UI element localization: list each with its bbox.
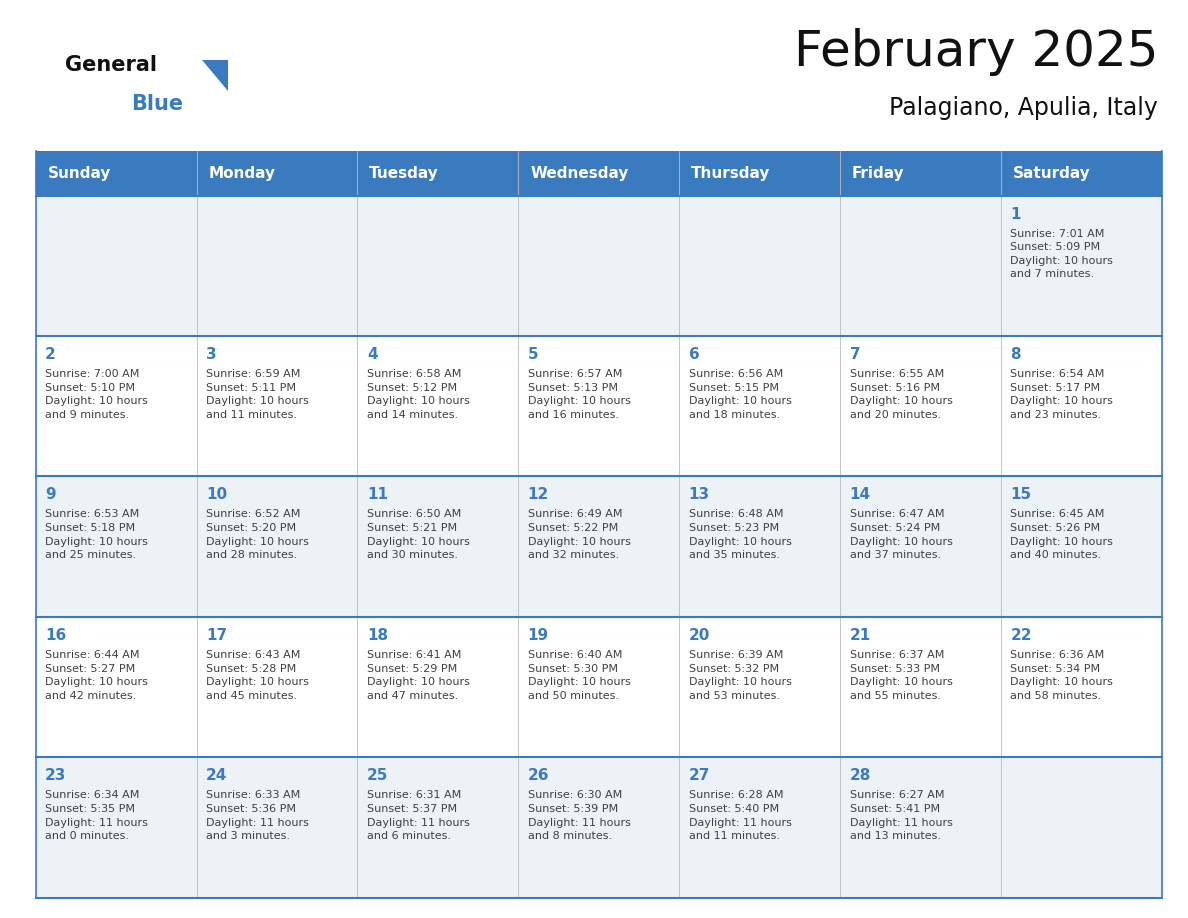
Text: 15: 15 xyxy=(1011,487,1031,502)
Text: Thursday: Thursday xyxy=(691,166,771,181)
Text: 19: 19 xyxy=(527,628,549,643)
Bar xyxy=(36,617,1162,757)
Text: Blue: Blue xyxy=(131,94,183,114)
Text: Sunrise: 6:44 AM
Sunset: 5:27 PM
Daylight: 10 hours
and 42 minutes.: Sunrise: 6:44 AM Sunset: 5:27 PM Dayligh… xyxy=(45,650,148,700)
Bar xyxy=(680,151,840,196)
Text: Sunrise: 6:40 AM
Sunset: 5:30 PM
Daylight: 10 hours
and 50 minutes.: Sunrise: 6:40 AM Sunset: 5:30 PM Dayligh… xyxy=(527,650,631,700)
Text: 7: 7 xyxy=(849,347,860,362)
Text: Sunrise: 6:34 AM
Sunset: 5:35 PM
Daylight: 11 hours
and 0 minutes.: Sunrise: 6:34 AM Sunset: 5:35 PM Dayligh… xyxy=(45,790,148,841)
Text: Sunrise: 6:57 AM
Sunset: 5:13 PM
Daylight: 10 hours
and 16 minutes.: Sunrise: 6:57 AM Sunset: 5:13 PM Dayligh… xyxy=(527,369,631,420)
Text: Sunrise: 7:00 AM
Sunset: 5:10 PM
Daylight: 10 hours
and 9 minutes.: Sunrise: 7:00 AM Sunset: 5:10 PM Dayligh… xyxy=(45,369,148,420)
Text: 21: 21 xyxy=(849,628,871,643)
Text: 12: 12 xyxy=(527,487,549,502)
Text: 18: 18 xyxy=(367,628,388,643)
Text: Sunrise: 6:31 AM
Sunset: 5:37 PM
Daylight: 11 hours
and 6 minutes.: Sunrise: 6:31 AM Sunset: 5:37 PM Dayligh… xyxy=(367,790,469,841)
Text: Sunday: Sunday xyxy=(48,166,110,181)
Bar xyxy=(1001,151,1162,196)
Text: Sunrise: 6:56 AM
Sunset: 5:15 PM
Daylight: 10 hours
and 18 minutes.: Sunrise: 6:56 AM Sunset: 5:15 PM Dayligh… xyxy=(689,369,791,420)
Text: Sunrise: 6:36 AM
Sunset: 5:34 PM
Daylight: 10 hours
and 58 minutes.: Sunrise: 6:36 AM Sunset: 5:34 PM Dayligh… xyxy=(1011,650,1113,700)
Text: Sunrise: 6:59 AM
Sunset: 5:11 PM
Daylight: 10 hours
and 11 minutes.: Sunrise: 6:59 AM Sunset: 5:11 PM Dayligh… xyxy=(206,369,309,420)
Text: 27: 27 xyxy=(689,768,710,783)
Text: Sunrise: 6:45 AM
Sunset: 5:26 PM
Daylight: 10 hours
and 40 minutes.: Sunrise: 6:45 AM Sunset: 5:26 PM Dayligh… xyxy=(1011,509,1113,560)
Text: Sunrise: 6:52 AM
Sunset: 5:20 PM
Daylight: 10 hours
and 28 minutes.: Sunrise: 6:52 AM Sunset: 5:20 PM Dayligh… xyxy=(206,509,309,560)
Text: Sunrise: 6:58 AM
Sunset: 5:12 PM
Daylight: 10 hours
and 14 minutes.: Sunrise: 6:58 AM Sunset: 5:12 PM Dayligh… xyxy=(367,369,469,420)
Text: Sunrise: 7:01 AM
Sunset: 5:09 PM
Daylight: 10 hours
and 7 minutes.: Sunrise: 7:01 AM Sunset: 5:09 PM Dayligh… xyxy=(1011,229,1113,279)
Text: Sunrise: 6:53 AM
Sunset: 5:18 PM
Daylight: 10 hours
and 25 minutes.: Sunrise: 6:53 AM Sunset: 5:18 PM Dayligh… xyxy=(45,509,148,560)
Text: Sunrise: 6:48 AM
Sunset: 5:23 PM
Daylight: 10 hours
and 35 minutes.: Sunrise: 6:48 AM Sunset: 5:23 PM Dayligh… xyxy=(689,509,791,560)
Text: Sunrise: 6:27 AM
Sunset: 5:41 PM
Daylight: 11 hours
and 13 minutes.: Sunrise: 6:27 AM Sunset: 5:41 PM Dayligh… xyxy=(849,790,953,841)
Bar xyxy=(358,151,518,196)
Text: Sunrise: 6:33 AM
Sunset: 5:36 PM
Daylight: 11 hours
and 3 minutes.: Sunrise: 6:33 AM Sunset: 5:36 PM Dayligh… xyxy=(206,790,309,841)
Text: 17: 17 xyxy=(206,628,227,643)
Text: February 2025: February 2025 xyxy=(794,28,1158,75)
Text: 25: 25 xyxy=(367,768,388,783)
Text: 5: 5 xyxy=(527,347,538,362)
Text: Sunrise: 6:50 AM
Sunset: 5:21 PM
Daylight: 10 hours
and 30 minutes.: Sunrise: 6:50 AM Sunset: 5:21 PM Dayligh… xyxy=(367,509,469,560)
Text: 10: 10 xyxy=(206,487,227,502)
Text: 1: 1 xyxy=(1011,207,1020,221)
Text: Monday: Monday xyxy=(208,166,276,181)
Text: 3: 3 xyxy=(206,347,216,362)
Text: 8: 8 xyxy=(1011,347,1022,362)
Text: 9: 9 xyxy=(45,487,56,502)
Text: Sunrise: 6:55 AM
Sunset: 5:16 PM
Daylight: 10 hours
and 20 minutes.: Sunrise: 6:55 AM Sunset: 5:16 PM Dayligh… xyxy=(849,369,953,420)
Bar xyxy=(36,196,1162,336)
Text: Wednesday: Wednesday xyxy=(530,166,628,181)
Text: 22: 22 xyxy=(1011,628,1032,643)
Text: Sunrise: 6:39 AM
Sunset: 5:32 PM
Daylight: 10 hours
and 53 minutes.: Sunrise: 6:39 AM Sunset: 5:32 PM Dayligh… xyxy=(689,650,791,700)
Text: Sunrise: 6:47 AM
Sunset: 5:24 PM
Daylight: 10 hours
and 37 minutes.: Sunrise: 6:47 AM Sunset: 5:24 PM Dayligh… xyxy=(849,509,953,560)
Text: 6: 6 xyxy=(689,347,700,362)
Text: General: General xyxy=(65,55,157,75)
Bar xyxy=(36,336,1162,476)
Bar xyxy=(840,151,1001,196)
Text: 4: 4 xyxy=(367,347,378,362)
Text: 11: 11 xyxy=(367,487,388,502)
Text: 14: 14 xyxy=(849,487,871,502)
Bar xyxy=(36,476,1162,617)
Bar xyxy=(36,151,196,196)
Text: Palagiano, Apulia, Italy: Palagiano, Apulia, Italy xyxy=(890,96,1158,120)
Text: 13: 13 xyxy=(689,487,709,502)
Text: 20: 20 xyxy=(689,628,710,643)
Text: Sunrise: 6:41 AM
Sunset: 5:29 PM
Daylight: 10 hours
and 47 minutes.: Sunrise: 6:41 AM Sunset: 5:29 PM Dayligh… xyxy=(367,650,469,700)
Text: Sunrise: 6:54 AM
Sunset: 5:17 PM
Daylight: 10 hours
and 23 minutes.: Sunrise: 6:54 AM Sunset: 5:17 PM Dayligh… xyxy=(1011,369,1113,420)
Text: 26: 26 xyxy=(527,768,549,783)
Text: 16: 16 xyxy=(45,628,67,643)
Text: Sunrise: 6:30 AM
Sunset: 5:39 PM
Daylight: 11 hours
and 8 minutes.: Sunrise: 6:30 AM Sunset: 5:39 PM Dayligh… xyxy=(527,790,631,841)
Text: 23: 23 xyxy=(45,768,67,783)
Text: Sunrise: 6:37 AM
Sunset: 5:33 PM
Daylight: 10 hours
and 55 minutes.: Sunrise: 6:37 AM Sunset: 5:33 PM Dayligh… xyxy=(849,650,953,700)
Text: 24: 24 xyxy=(206,768,227,783)
Text: Sunrise: 6:49 AM
Sunset: 5:22 PM
Daylight: 10 hours
and 32 minutes.: Sunrise: 6:49 AM Sunset: 5:22 PM Dayligh… xyxy=(527,509,631,560)
Text: Sunrise: 6:28 AM
Sunset: 5:40 PM
Daylight: 11 hours
and 11 minutes.: Sunrise: 6:28 AM Sunset: 5:40 PM Dayligh… xyxy=(689,790,791,841)
Text: Saturday: Saturday xyxy=(1013,166,1091,181)
Text: Friday: Friday xyxy=(852,166,904,181)
Text: Tuesday: Tuesday xyxy=(369,166,440,181)
Text: Sunrise: 6:43 AM
Sunset: 5:28 PM
Daylight: 10 hours
and 45 minutes.: Sunrise: 6:43 AM Sunset: 5:28 PM Dayligh… xyxy=(206,650,309,700)
Bar xyxy=(196,151,358,196)
Bar xyxy=(36,757,1162,898)
Bar xyxy=(518,151,680,196)
Text: 28: 28 xyxy=(849,768,871,783)
Text: 2: 2 xyxy=(45,347,56,362)
